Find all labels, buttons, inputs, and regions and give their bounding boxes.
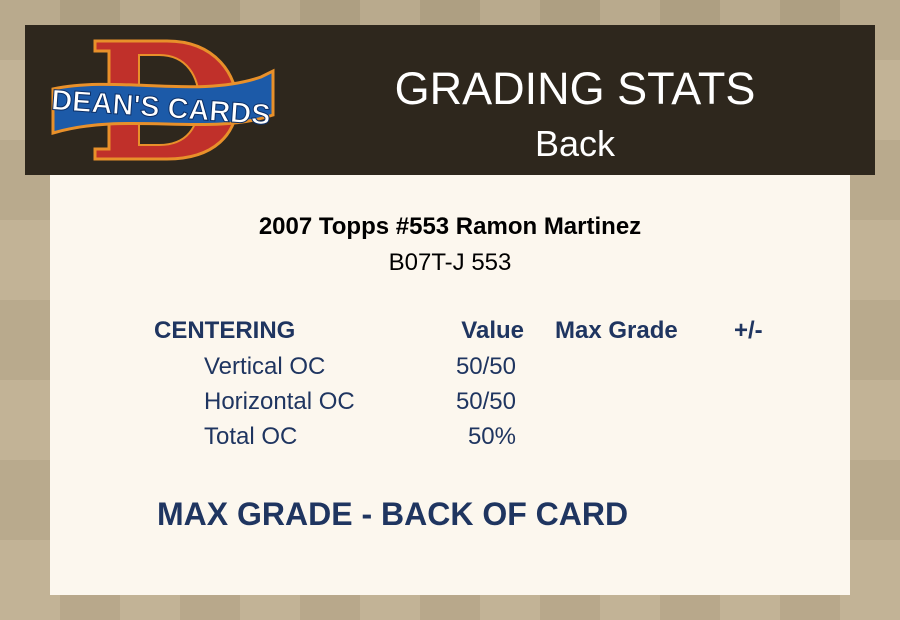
- header: DEAN'S CARDS GRADING STATS Back: [25, 25, 875, 175]
- column-header-value: Value: [461, 317, 524, 344]
- deans-cards-logo: DEAN'S CARDS: [50, 39, 275, 161]
- section-heading-centering: CENTERING: [154, 317, 296, 344]
- card-name: 2007 Topps #553 Ramon Martinez: [258, 213, 642, 240]
- stats-panel: 2007 Topps #553 Ramon Martinez B07T-J 55…: [50, 175, 850, 595]
- row-value: 50%: [467, 423, 516, 450]
- row-label: Total OC: [204, 423, 298, 450]
- page-title: GRADING STATS: [394, 63, 756, 114]
- max-grade-heading: MAX GRADE - BACK OF CARD: [157, 496, 629, 532]
- row-label: Horizontal OC: [204, 388, 355, 415]
- row-value: 50/50: [455, 388, 516, 415]
- row-label: Vertical OC: [204, 353, 326, 380]
- page-subtitle: Back: [534, 123, 616, 164]
- card-code: B07T-J 553: [388, 249, 512, 276]
- column-header-max-grade: Max Grade: [555, 317, 678, 344]
- column-header-plus-minus: +/-: [734, 317, 763, 344]
- row-value: 50/50: [455, 353, 516, 380]
